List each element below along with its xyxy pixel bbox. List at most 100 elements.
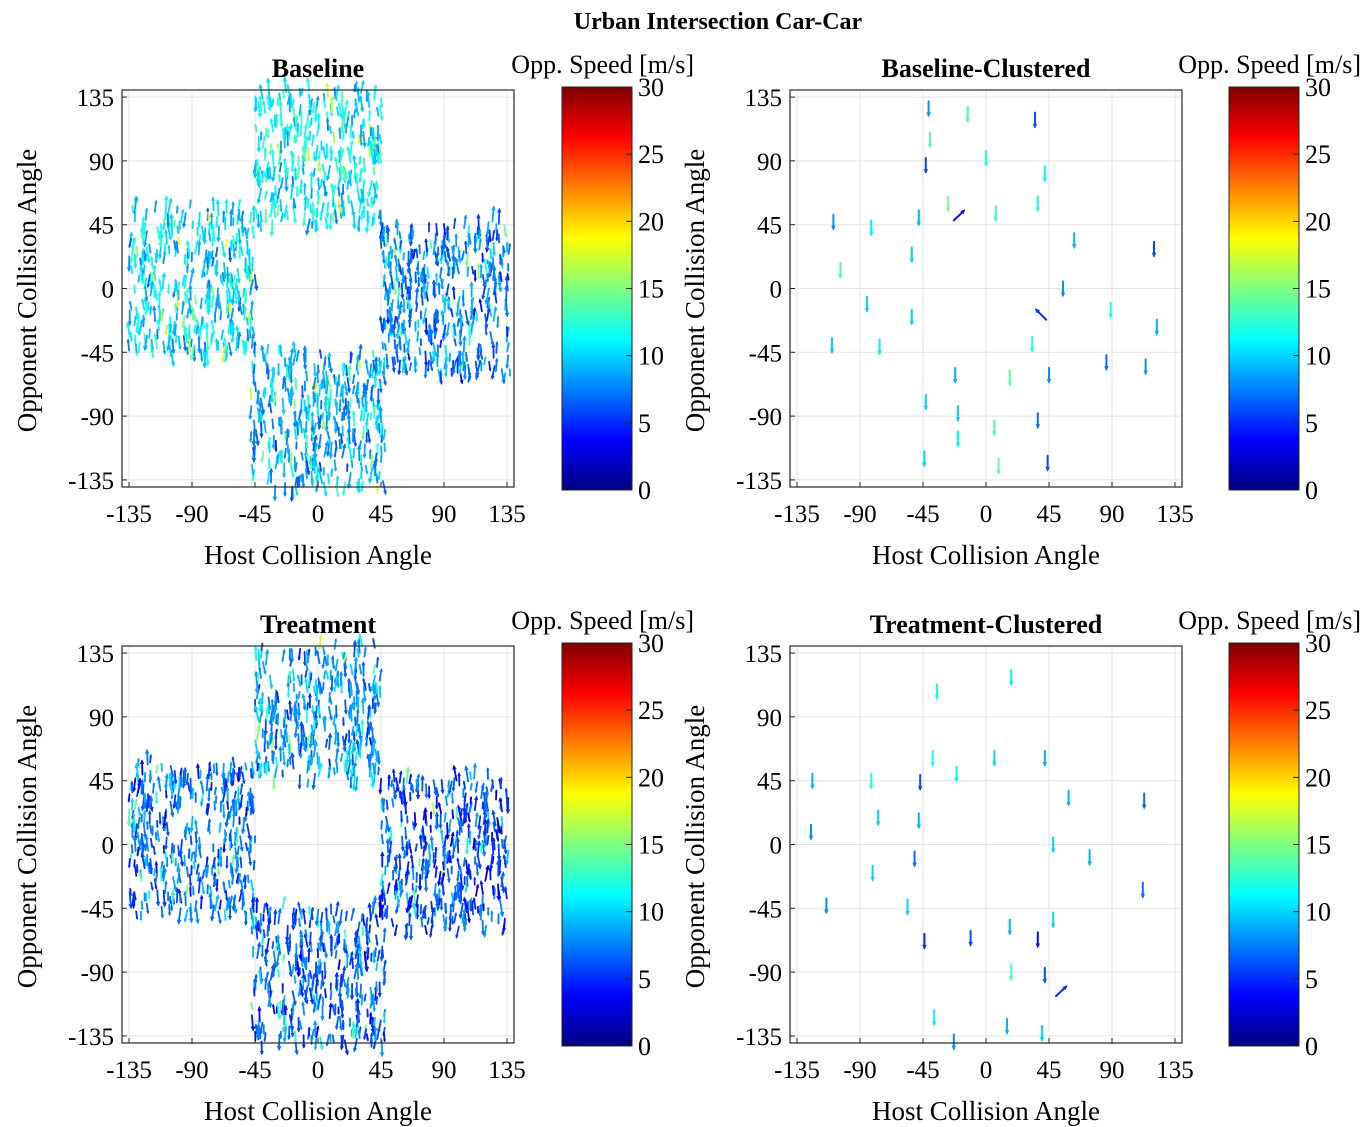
colorbar-tick-label: 10 [638,342,664,371]
quiver-arrow [353,109,356,119]
quiver-arrow [495,229,499,242]
quiver-arrow [370,196,374,208]
quiver-arrow [168,323,172,334]
quiver-arrow [219,310,223,321]
quiver-arrow [155,248,159,259]
quiver-arrow [440,254,444,264]
quiver-arrow [148,243,152,254]
quiver-arrow [258,83,264,100]
quiver-arrow [342,167,347,182]
quiver-arrow [441,294,445,303]
quiver-arrow [453,338,457,347]
quiver-arrow [358,155,362,166]
quiver-arrow [135,245,139,259]
quiver-arrow [255,209,259,220]
quiver-arrow [310,220,314,230]
quiver-arrow [272,192,275,201]
y-tick-label: -45 [749,896,782,923]
y-tick-label: 90 [757,149,782,176]
quiver-arrow [386,256,390,267]
quiver-arrow [346,146,352,164]
quiver-arrow [199,349,204,362]
quiver-arrow [186,264,189,274]
quiver-arrow [189,267,195,285]
quiver-arrow [149,280,155,297]
quiver-arrow [298,121,303,137]
quiver-arrow [397,301,403,320]
quiver-arrow [475,311,478,322]
figure-suptitle: Urban Intersection Car-Car [574,9,863,35]
subplot-treatment: -135 -90 -45 0 45 90 135 -135 -90 -45 0 45 90 135 Trea… [12,606,694,1126]
quiver-arrow [346,181,349,191]
colorbar-tick-label: 5 [638,409,651,438]
quiver-arrow [242,340,247,352]
colorbar-tick-label: 5 [638,965,651,994]
quiver-arrow [446,297,452,312]
quiver-arrow [465,351,469,362]
quiver-arrow [193,324,197,334]
quiver-arrow [424,238,428,253]
quiver-arrow [479,349,484,360]
quiver-arrow [181,274,186,287]
quiver-arrow [402,252,406,261]
quiver-arrow [207,284,212,301]
quiver-arrow [457,250,461,259]
quiver-arrow [261,135,266,149]
colorbar-tick-label: 0 [1305,476,1318,505]
quiver-arrow [162,222,166,231]
quiver-arrow [130,264,134,275]
quiver-arrow [214,246,219,258]
x-tick-label: 135 [488,1057,526,1084]
quiver-arrow [294,485,299,496]
quiver-arrow [206,256,209,269]
quiver-arrow [349,175,353,187]
quiver-arrow [183,274,188,289]
quiver-arrow [325,201,330,219]
quiver-arrow [453,217,457,230]
quiver-arrow [182,212,187,229]
quiver-arrow [356,215,361,232]
quiver-arrow [472,315,475,325]
quiver-arrow [291,106,296,122]
quiver-arrow [127,309,132,326]
y-axis-label: Opponent Collision Angle [12,149,42,433]
quiver-arrow [266,77,271,95]
quiver-arrow [176,292,180,308]
quiver-arrow [210,319,215,334]
quiver-arrow [506,263,510,272]
quiver-arrow [279,199,283,213]
colorbar-tick-label: 20 [1305,763,1331,792]
quiver-arrows [126,76,512,503]
quiver-arrow [413,358,418,374]
quiver-arrow [315,207,319,219]
quiver-arrow [276,142,282,158]
x-tick-label: 135 [488,501,526,528]
quiver-arrow [143,250,146,262]
quiver-arrow [508,368,512,377]
quiver-arrow [497,275,503,293]
quiver-arrow [306,146,311,162]
quiver-arrow [199,297,203,310]
quiver-arrow [380,97,384,108]
quiver-arrow [361,119,365,130]
quiver-arrow [356,188,361,203]
quiver-arrow [322,99,327,109]
quiver-arrow [378,104,384,122]
x-tick-label: 90 [1100,501,1125,528]
quiver-arrow [228,342,233,357]
quiver-arrow [144,285,149,302]
quiver-arrow [185,287,190,304]
quiver-arrow [461,294,465,308]
quiver-arrow [358,167,364,183]
quiver-arrow [429,239,433,250]
y-tick-label: 135 [745,85,783,112]
quiver-arrow [141,314,145,324]
quiver-arrow [458,329,463,347]
quiver-arrow [158,279,163,293]
quiver-arrow [415,302,419,312]
y-tick-label: 0 [102,833,115,860]
quiver-arrow [236,331,242,349]
quiver-arrow [359,189,365,205]
y-tick-label: 135 [77,641,115,668]
quiver-arrow [174,302,178,314]
